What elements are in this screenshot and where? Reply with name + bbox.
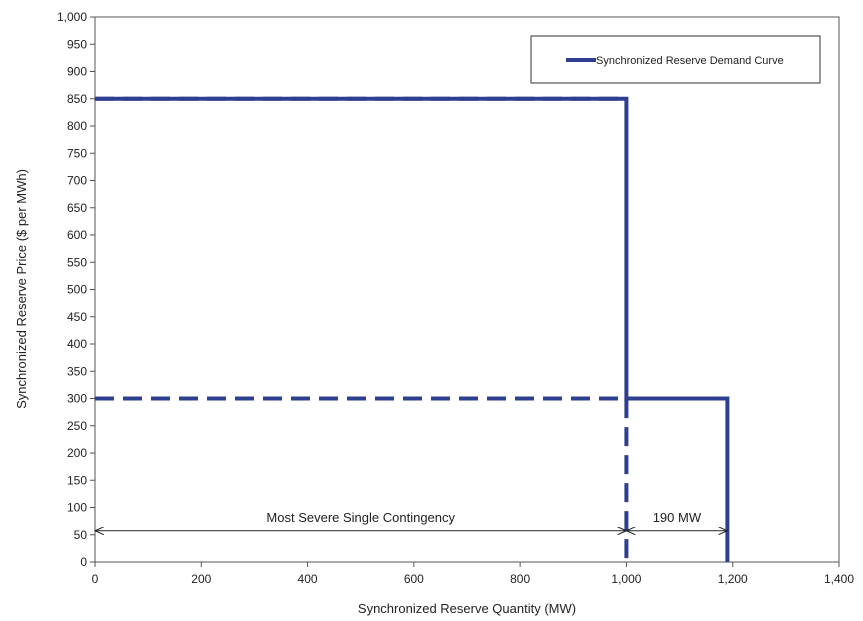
y-tick-label: 0 bbox=[80, 555, 87, 569]
x-tick-label: 600 bbox=[404, 572, 424, 586]
y-tick-label: 600 bbox=[67, 228, 87, 242]
y-tick-label: 50 bbox=[74, 528, 88, 542]
y-axis-title: Synchronized Reserve Price ($ per MWh) bbox=[14, 169, 29, 409]
y-tick-label: 950 bbox=[67, 37, 87, 51]
annotation-label: Most Severe Single Contingency bbox=[266, 510, 455, 525]
y-tick-label: 350 bbox=[67, 364, 87, 378]
annotation-label: 190 MW bbox=[653, 510, 702, 525]
y-tick-label: 500 bbox=[67, 283, 87, 297]
y-tick-label: 100 bbox=[67, 501, 87, 515]
y-tick-label: 200 bbox=[67, 446, 87, 460]
y-tick-label: 300 bbox=[67, 392, 87, 406]
x-tick-label: 400 bbox=[298, 572, 318, 586]
y-tick-label: 450 bbox=[67, 310, 87, 324]
annotation-layer: Most Severe Single Contingency 190 MW bbox=[95, 510, 727, 531]
y-tick-label: 850 bbox=[67, 92, 87, 106]
y-tick-label: 400 bbox=[67, 337, 87, 351]
y-tick-label: 900 bbox=[67, 65, 87, 79]
dashed-series-line bbox=[95, 396, 629, 562]
x-axis: 0 200 400 600 800 1,000 1,200 1,400 bbox=[92, 562, 854, 586]
y-tick-label: 1,000 bbox=[57, 10, 87, 24]
y-axis: 0 50 100 150 200 250 300 350 400 450 500 550 600 650 7… bbox=[57, 10, 95, 569]
series-layer bbox=[95, 96, 730, 562]
x-tick-label: 0 bbox=[92, 572, 99, 586]
plot-area bbox=[94, 16, 840, 563]
y-tick-label: 550 bbox=[67, 255, 87, 269]
x-tick-label: 1,400 bbox=[824, 572, 854, 586]
y-tick-label: 150 bbox=[67, 473, 87, 487]
y-tick-label: 700 bbox=[67, 174, 87, 188]
legend: Synchronized Reserve Demand Curve bbox=[530, 35, 821, 84]
y-tick-label: 650 bbox=[67, 201, 87, 215]
x-tick-label: 800 bbox=[510, 572, 530, 586]
x-tick-label: 1,200 bbox=[718, 572, 748, 586]
y-tick-label: 800 bbox=[67, 119, 87, 133]
legend-label: Synchronized Reserve Demand Curve bbox=[596, 55, 784, 67]
y-tick-label: 750 bbox=[67, 146, 87, 160]
x-axis-title: Synchronized Reserve Quantity (MW) bbox=[358, 601, 576, 616]
x-tick-label: 200 bbox=[191, 572, 211, 586]
x-tick-label: 1,000 bbox=[611, 572, 641, 586]
y-tick-label: 250 bbox=[67, 419, 87, 433]
